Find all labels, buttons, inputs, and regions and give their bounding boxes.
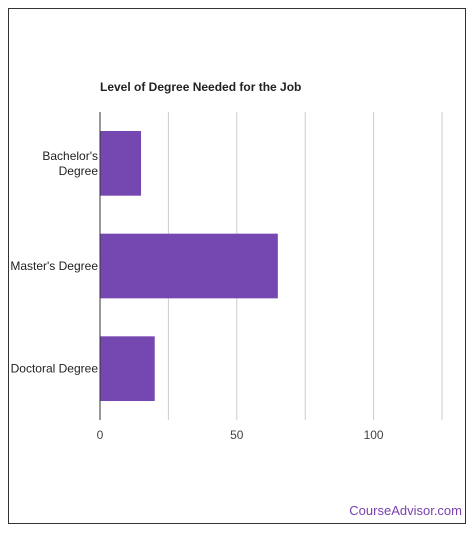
bar-0: [100, 130, 142, 196]
bar-2: [100, 336, 155, 402]
category-label-1: Master's Degree: [10, 259, 98, 273]
x-tick-label-2: 100: [364, 428, 384, 442]
bar-1: [100, 233, 278, 299]
x-tick-labels: 0 50 100: [97, 428, 384, 442]
category-label-0: Bachelor's Degree: [42, 149, 98, 178]
x-tick-label-0: 0: [97, 428, 104, 442]
x-tick-label-1: 50: [230, 428, 244, 442]
category-labels: Bachelor's Degree Master's Degree Doctoral …: [10, 149, 98, 376]
chart-title: Level of Degree Needed for the Job: [100, 80, 302, 94]
category-label-2: Doctoral Degree: [11, 362, 99, 376]
bars: [100, 130, 278, 402]
brand-link[interactable]: CourseAdvisor.com: [349, 503, 462, 518]
